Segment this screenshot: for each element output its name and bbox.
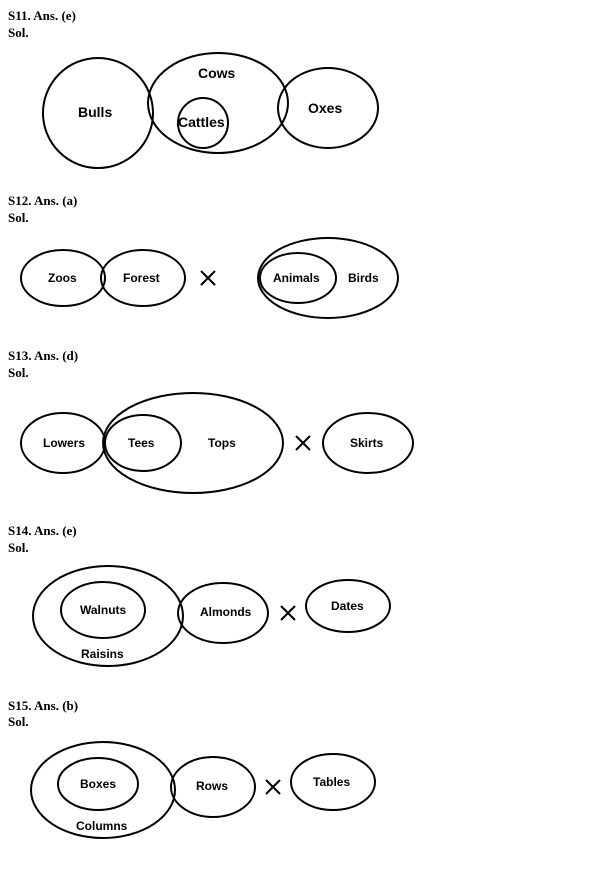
venn-label: Dates	[331, 599, 364, 613]
venn-label: Lowers	[43, 436, 85, 450]
cross-mark	[266, 780, 280, 794]
cross-mark	[201, 271, 215, 285]
venn-label: Bulls	[78, 104, 112, 120]
venn-label: Walnuts	[80, 603, 127, 617]
venn-label: Tables	[313, 775, 350, 789]
venn-diagram: Lowers Tops Tees Skirts	[8, 383, 428, 503]
venn-diagram: Columns Boxes Rows Tables	[8, 732, 428, 852]
venn-label: Cows	[198, 65, 236, 81]
venn-label: Forest	[123, 271, 160, 285]
venn-label: Skirts	[350, 436, 384, 450]
question-header: S12. Ans. (a)	[8, 193, 598, 210]
venn-label: Cattles	[178, 114, 225, 130]
venn-label: Rows	[196, 779, 228, 793]
venn-label: Boxes	[80, 777, 116, 791]
question-header: S13. Ans. (d)	[8, 348, 598, 365]
venn-diagram: Raisins Walnuts Almonds Dates	[8, 558, 428, 678]
venn-label: Tops	[208, 436, 236, 450]
question-header: S14. Ans. (e)	[8, 523, 598, 540]
venn-label: Animals	[273, 271, 320, 285]
venn-label: Raisins	[81, 647, 124, 661]
cross-mark	[296, 436, 310, 450]
venn-label: Birds	[348, 271, 379, 285]
solution-label: Sol.	[8, 25, 598, 41]
venn-label: Tees	[128, 436, 155, 450]
cross-mark	[281, 606, 295, 620]
venn-label: Columns	[76, 819, 128, 833]
solution-label: Sol.	[8, 714, 598, 730]
solution-label: Sol.	[8, 540, 598, 556]
venn-label: Zoos	[48, 271, 77, 285]
venn-diagram: Bulls Cows Cattles Oxes	[8, 43, 398, 173]
venn-diagram: Zoos Forest Birds Animals	[8, 228, 428, 328]
question-header: S11. Ans. (e)	[8, 8, 598, 25]
solution-label: Sol.	[8, 365, 598, 381]
venn-label: Almonds	[200, 605, 252, 619]
venn-label: Oxes	[308, 100, 342, 116]
solution-label: Sol.	[8, 210, 598, 226]
question-header: S15. Ans. (b)	[8, 698, 598, 715]
